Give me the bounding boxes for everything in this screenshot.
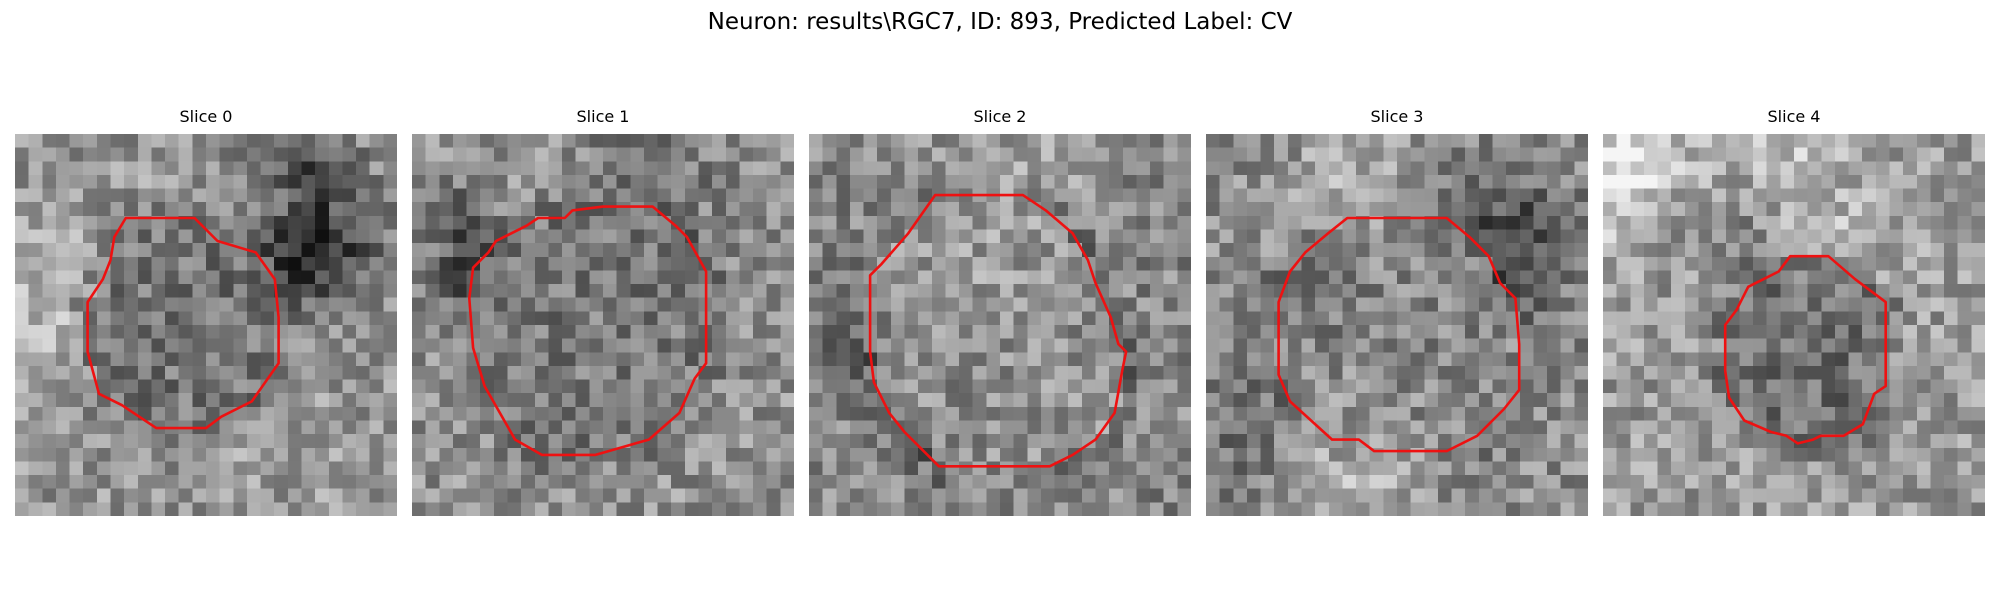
cell-contour — [1723, 254, 1888, 445]
slice-image — [412, 134, 794, 516]
slice-pixels — [1206, 134, 1588, 516]
slice-image — [15, 134, 397, 516]
slice-panel-2: Slice 2 — [809, 107, 1191, 516]
cell-contour — [868, 193, 1128, 468]
slice-image — [1206, 134, 1588, 516]
figure-title: Neuron: results\RGC7, ID: 893, Predicted… — [707, 9, 1293, 35]
slice-image — [1603, 134, 1985, 516]
slice-image — [809, 134, 1191, 516]
slice-title: Slice 3 — [1370, 107, 1424, 126]
slice-pixels — [1603, 134, 1985, 516]
slice-title: Slice 2 — [973, 107, 1027, 126]
slice-pixels — [809, 134, 1191, 516]
slice-panel-4: Slice 4 — [1603, 107, 1985, 516]
cell-contour — [467, 205, 708, 457]
slice-title: Slice 4 — [1767, 107, 1821, 126]
slice-pixels — [15, 134, 397, 516]
slice-panel-3: Slice 3 — [1206, 107, 1588, 516]
slice-panel-1: Slice 1 — [412, 107, 794, 516]
cell-contour — [1277, 216, 1521, 453]
cell-contour — [86, 216, 280, 430]
slice-title: Slice 0 — [179, 107, 233, 126]
slice-title: Slice 1 — [576, 107, 630, 126]
slice-panel-0: Slice 0 — [15, 107, 397, 516]
slice-pixels — [412, 134, 794, 516]
